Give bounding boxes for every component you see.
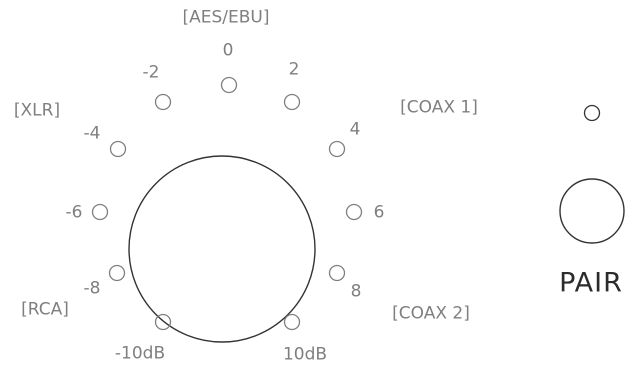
scale-label-2: 2 [288,59,300,80]
level-indicator-2 [283,93,301,111]
pair-label: PAIR [559,267,623,299]
input-label-xlr: [XLR] [13,100,61,121]
level-indicator-minus-2 [154,93,172,111]
level-indicator-0 [220,76,238,94]
scale-label-4: 4 [349,119,361,140]
input-label-aes-ebu: [AES/EBU] [182,7,270,28]
pair-button[interactable] [559,178,625,244]
level-indicator-minus-4 [109,140,127,158]
level-indicator-minus-10 [154,313,172,331]
scale-label-10: 10dB [282,344,328,365]
pair-status-led [583,104,601,122]
input-label-rca: [RCA] [21,299,69,320]
scale-label-8: 8 [350,281,362,302]
level-indicator-6 [345,203,363,221]
level-indicator-minus-8 [108,264,126,282]
scale-label-0: 0 [222,40,234,61]
input-label-coax-2: [COAX 2] [392,303,470,324]
scale-label-minus-2: -2 [142,62,160,83]
level-indicator-10 [283,313,301,331]
scale-label-6: 6 [373,202,385,223]
level-indicator-4 [328,140,346,158]
input-label-coax-1: [COAX 1] [400,97,478,118]
level-indicator-minus-6 [91,203,109,221]
scale-label-minus-6: -6 [65,202,83,223]
scale-label-minus-8: -8 [83,278,101,299]
scale-label-minus-4: -4 [83,123,101,144]
level-indicator-8 [328,264,346,282]
scale-label-minus-10: -10dB [114,343,166,364]
level-knob[interactable] [128,155,316,343]
